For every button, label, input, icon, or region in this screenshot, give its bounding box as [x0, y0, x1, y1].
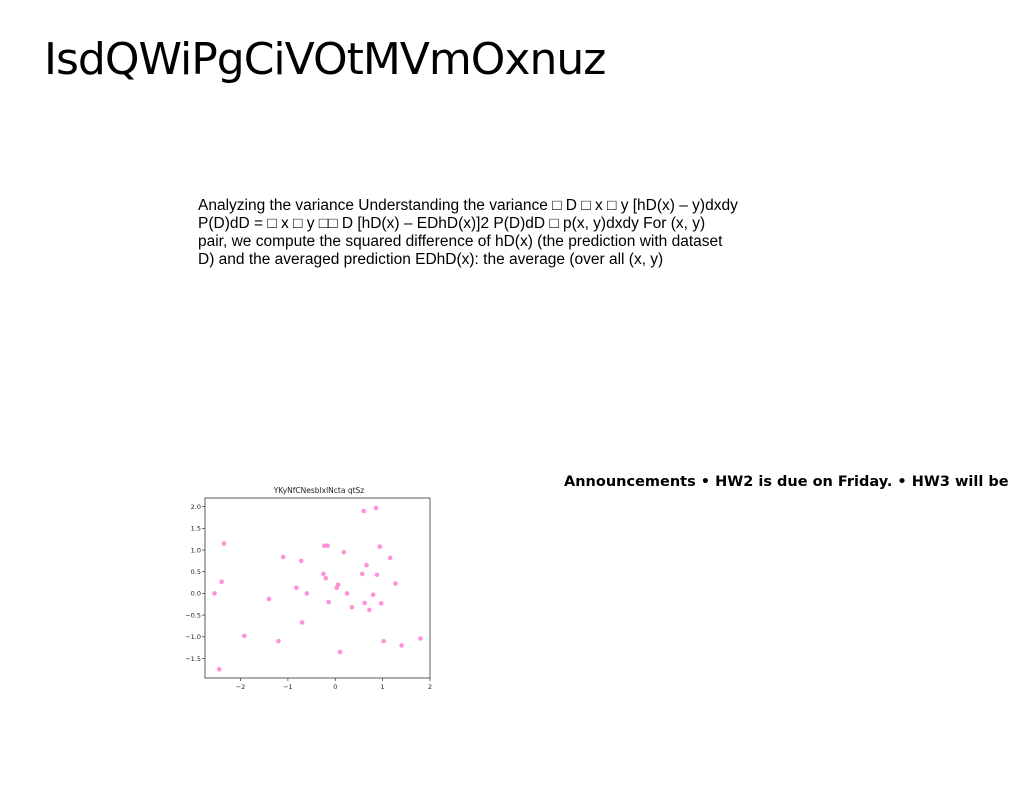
data-point [325, 543, 330, 549]
data-point [298, 558, 304, 564]
y-tick-label: −1.5 [185, 655, 201, 663]
x-tick-label: 2 [428, 683, 432, 691]
data-point [219, 579, 224, 585]
data-point [381, 638, 386, 644]
data-point [344, 591, 350, 596]
data-point [335, 582, 341, 588]
data-point [374, 572, 380, 578]
data-point [377, 544, 383, 549]
y-tick-label: 1.0 [191, 546, 201, 554]
x-tick-label: −2 [236, 683, 246, 691]
data-point [341, 549, 347, 555]
data-point [304, 591, 310, 596]
data-point [294, 585, 299, 591]
x-tick-label: −1 [283, 683, 293, 691]
scatter-chart-svg: YKyNfCNesblxlNcta qtSz −2 −1 0 1 2 −1.5 −1.0 −0… [185, 486, 432, 691]
x-tick-label: 1 [381, 683, 385, 691]
data-point [221, 541, 227, 546]
data-point [326, 599, 331, 605]
y-tick-label: 2.0 [191, 503, 201, 511]
data-point [418, 636, 423, 641]
data-point [387, 555, 393, 561]
data-point [359, 571, 365, 577]
data-point [299, 620, 305, 625]
y-tick-label: −1.0 [185, 633, 201, 641]
plot-frame [204, 497, 431, 679]
data-point [370, 592, 376, 598]
data-point [362, 600, 367, 606]
y-tick-label: 0.5 [191, 568, 201, 576]
data-point [373, 505, 379, 511]
axis-ticks: −2 −1 0 1 2 −1.5 −1.0 −0.5 0.0 0.5 1.0 1.5 2.0 [185, 503, 432, 691]
body-text: Analyzing the variance Understanding the… [198, 197, 738, 268]
y-tick-label: −0.5 [185, 611, 201, 619]
data-point [276, 638, 281, 644]
data-point [321, 571, 326, 577]
y-tick-label: 0.0 [191, 590, 201, 598]
data-point [361, 508, 366, 514]
scatter-chart: YKyNfCNesblxlNcta qtSz −2 −1 0 1 2 −1.5 −1.0 −0… [180, 482, 440, 699]
chart-title: YKyNfCNesblxlNcta qtSz [273, 486, 364, 495]
data-point [323, 575, 329, 581]
slide-title: IsdQWiPgCiVOtMVmOxnuz [44, 34, 606, 85]
y-tick-label: 1.5 [191, 525, 201, 533]
x-tick-label: 0 [333, 683, 337, 691]
data-point [399, 643, 404, 648]
data-point [216, 667, 222, 672]
data-point [322, 543, 327, 549]
data-point [266, 596, 272, 602]
data-point [349, 605, 355, 610]
data-point [280, 554, 286, 560]
data-point [367, 607, 372, 613]
data-point [337, 649, 343, 655]
data-point [364, 562, 369, 568]
data-point [378, 601, 384, 606]
data-point [242, 633, 247, 639]
data-points [212, 505, 423, 672]
data-point [393, 581, 398, 586]
data-point [212, 591, 217, 596]
announcements-text: Announcements • HW2 is due on Friday. • … [564, 474, 1009, 490]
